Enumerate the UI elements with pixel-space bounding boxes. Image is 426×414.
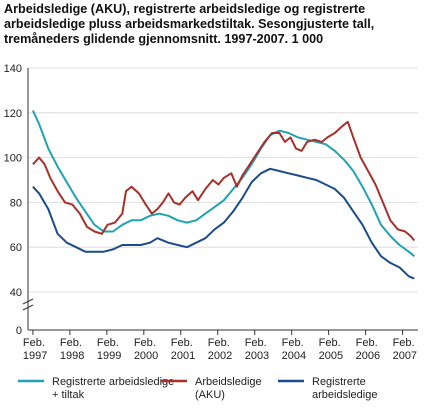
x-tick-label-month: Feb. <box>208 337 230 349</box>
y-tick-label: 140 <box>4 63 22 75</box>
axis-break-icon <box>22 298 34 311</box>
legend: Registrerte arbeidsledige + tiltak Arbeids… <box>18 376 377 401</box>
x-axis-ticks: Feb.1997Feb.1998Feb.1999Feb.2000Feb.2001… <box>23 330 417 362</box>
x-tick-label-year: 2007 <box>393 350 417 362</box>
x-tick-label-year: 2003 <box>245 350 269 362</box>
legend-label-0: Registrerte arbeidsledige + tiltak <box>52 376 174 401</box>
x-tick-label-year: 2002 <box>208 350 232 362</box>
series-line-2 <box>32 167 415 280</box>
x-tick-label-month: Feb. <box>134 337 156 349</box>
x-tick-label-month: Feb. <box>97 337 119 349</box>
y-tick-label: 40 <box>10 287 22 299</box>
x-tick-label-year: 2001 <box>171 350 195 362</box>
y-tick-label: 120 <box>4 108 22 120</box>
series-line-1 <box>32 120 416 242</box>
x-tick-label-year: 2005 <box>319 350 343 362</box>
x-tick-label-month: Feb. <box>356 337 378 349</box>
x-tick-label-year: 2006 <box>356 350 380 362</box>
x-tick-label-month: Feb. <box>319 337 341 349</box>
legend-label-1: Arbeidsledige (AKU) <box>195 376 262 401</box>
x-tick-label-year: 1999 <box>97 350 121 362</box>
x-tick-label-month: Feb. <box>245 337 267 349</box>
x-tick-label-month: Feb. <box>60 337 82 349</box>
y-axis-ticks: 0 40 60 80 100 120 140 <box>4 63 22 337</box>
chart-title: Arbeidsledige (AKU), registrerte arbeids… <box>4 2 375 46</box>
x-tick-label-month: Feb. <box>282 337 304 349</box>
y-tick-label: 100 <box>4 153 22 165</box>
x-tick-label-year: 2000 <box>134 350 158 362</box>
series-line-0 <box>31 110 415 257</box>
x-tick-label-year: 2004 <box>282 350 306 362</box>
legend-label-2: Registrerte arbeidsledige <box>312 376 377 401</box>
x-tick-label-month: Feb. <box>393 337 415 349</box>
y-tick-label: 0 <box>16 325 22 337</box>
y-tick-label: 60 <box>10 242 22 254</box>
grid-lines <box>27 67 418 331</box>
x-tick-label-month: Feb. <box>171 337 193 349</box>
y-tick-label: 80 <box>10 197 22 209</box>
x-tick-label-month: Feb. <box>23 337 45 349</box>
x-tick-label-year: 1998 <box>60 350 84 362</box>
x-tick-label-year: 1997 <box>23 350 47 362</box>
series-lines <box>31 110 416 280</box>
axis-break-mark <box>22 298 34 311</box>
